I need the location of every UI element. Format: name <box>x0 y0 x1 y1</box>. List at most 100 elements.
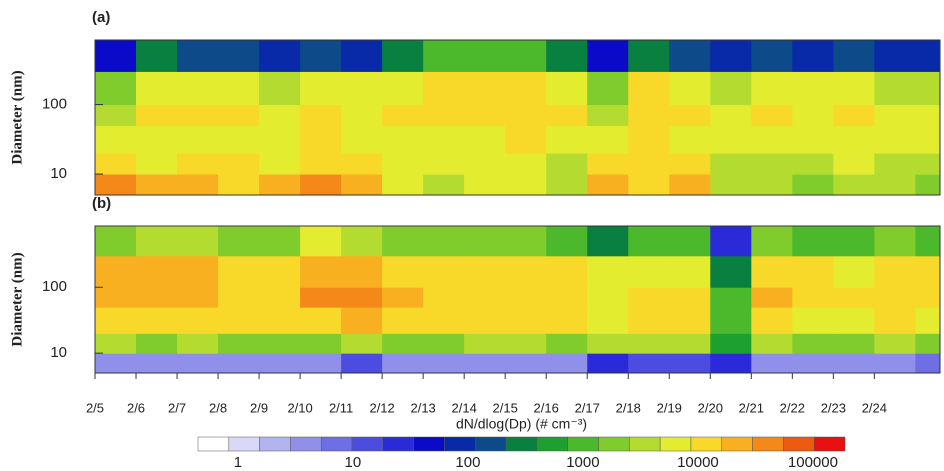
x-tick-label: 2/23 <box>821 400 846 415</box>
heat-cell <box>423 353 465 374</box>
heat-cell <box>546 307 588 334</box>
plot-frame <box>94 225 941 374</box>
heat-cell <box>341 333 383 354</box>
heat-cell <box>136 353 178 374</box>
heat-cell <box>259 174 301 196</box>
heat-cell <box>792 104 834 127</box>
y-axis-label: Diameter (nm) <box>9 252 25 346</box>
heat-cell <box>423 307 465 334</box>
heat-cell <box>710 353 752 374</box>
heat-cell <box>751 333 793 354</box>
heat-cell <box>177 307 219 334</box>
heat-cell <box>669 174 711 196</box>
heat-cell <box>710 333 752 354</box>
heat-cell <box>341 174 383 196</box>
colorbar-box <box>351 436 384 452</box>
heat-cell <box>95 255 137 288</box>
heat-cell <box>177 125 219 154</box>
heat-cell <box>628 333 670 354</box>
heat-cell <box>587 174 629 196</box>
heat-cell <box>464 333 506 354</box>
heat-cell <box>464 174 506 196</box>
heat-cell <box>710 307 752 334</box>
heat-cell <box>382 125 424 154</box>
heat-cell <box>792 333 834 354</box>
panel-label: (b) <box>92 195 111 212</box>
x-tick-label: 2/7 <box>168 400 186 415</box>
heat-cell <box>587 333 629 354</box>
heat-cell <box>587 104 629 127</box>
heat-cell <box>546 226 588 257</box>
x-tick-label: 2/8 <box>209 400 227 415</box>
heat-cell <box>300 174 342 196</box>
heat-cell <box>423 71 465 106</box>
heat-cell <box>218 287 260 308</box>
heat-cell <box>300 153 342 175</box>
heat-cell <box>382 353 424 374</box>
heat-cell <box>505 40 547 72</box>
colorbar-box <box>320 436 353 452</box>
heat-cell <box>136 104 178 127</box>
heat-cell <box>177 255 219 288</box>
heat-cell <box>546 333 588 354</box>
heat-cell <box>464 125 506 154</box>
heat-cell <box>423 226 465 257</box>
heat-cell <box>628 125 670 154</box>
heat-cell <box>505 255 547 288</box>
heat-cell <box>259 125 301 154</box>
heat-cell <box>505 353 547 374</box>
heat-cell <box>505 287 547 308</box>
heat-cell <box>628 255 670 288</box>
x-tick-label: 2/11 <box>329 400 353 415</box>
heat-cell <box>546 153 588 175</box>
heat-cell <box>915 255 941 288</box>
colorbar-box <box>629 436 661 452</box>
heat-cell <box>628 174 670 196</box>
heat-cell <box>177 353 219 374</box>
heat-cell <box>423 153 465 175</box>
heat-cell <box>587 353 629 374</box>
heat-cell <box>669 353 711 374</box>
x-tick-label: 2/14 <box>452 400 477 415</box>
heat-cell <box>382 287 424 308</box>
colorbar-box <box>659 436 692 452</box>
heat-cell <box>95 353 137 374</box>
heat-cell <box>505 125 547 154</box>
heat-cell <box>792 226 834 257</box>
heat-cell <box>628 353 670 374</box>
heat-cell <box>505 153 547 175</box>
heat-cell <box>874 226 916 257</box>
heat-cell <box>587 125 629 154</box>
heat-cell <box>792 174 834 196</box>
heat-cell <box>587 153 629 175</box>
x-tick-label: 2/24 <box>862 400 887 415</box>
heat-cell <box>95 40 137 72</box>
y-tick-label: 100 <box>42 278 67 295</box>
heat-cell <box>874 287 916 308</box>
heat-cell <box>177 71 219 106</box>
x-tick-label: 2/10 <box>287 400 312 415</box>
heat-cell <box>95 226 137 257</box>
heat-cell <box>833 153 875 175</box>
heat-cell <box>874 307 916 334</box>
heat-cell <box>300 333 342 354</box>
heat-cell <box>177 333 219 354</box>
x-tick-label: 2/19 <box>657 400 682 415</box>
heat-cell <box>218 307 260 334</box>
heat-cell <box>792 287 834 308</box>
heat-cell <box>423 125 465 154</box>
heat-cell <box>259 353 301 374</box>
heat-cell <box>874 353 916 374</box>
heat-cell <box>792 125 834 154</box>
colorbar-box <box>505 436 538 452</box>
heat-cell <box>259 333 301 354</box>
heat-cell <box>915 307 941 334</box>
x-tick-label: 2/15 <box>493 400 518 415</box>
heat-cell <box>915 226 941 257</box>
heat-cell <box>218 226 260 257</box>
colorbar-box <box>444 436 476 452</box>
heat-cell <box>751 353 793 374</box>
heat-cell <box>751 255 793 288</box>
y-tick-label: 10 <box>50 344 67 361</box>
y-tick-label: 100 <box>42 96 67 113</box>
